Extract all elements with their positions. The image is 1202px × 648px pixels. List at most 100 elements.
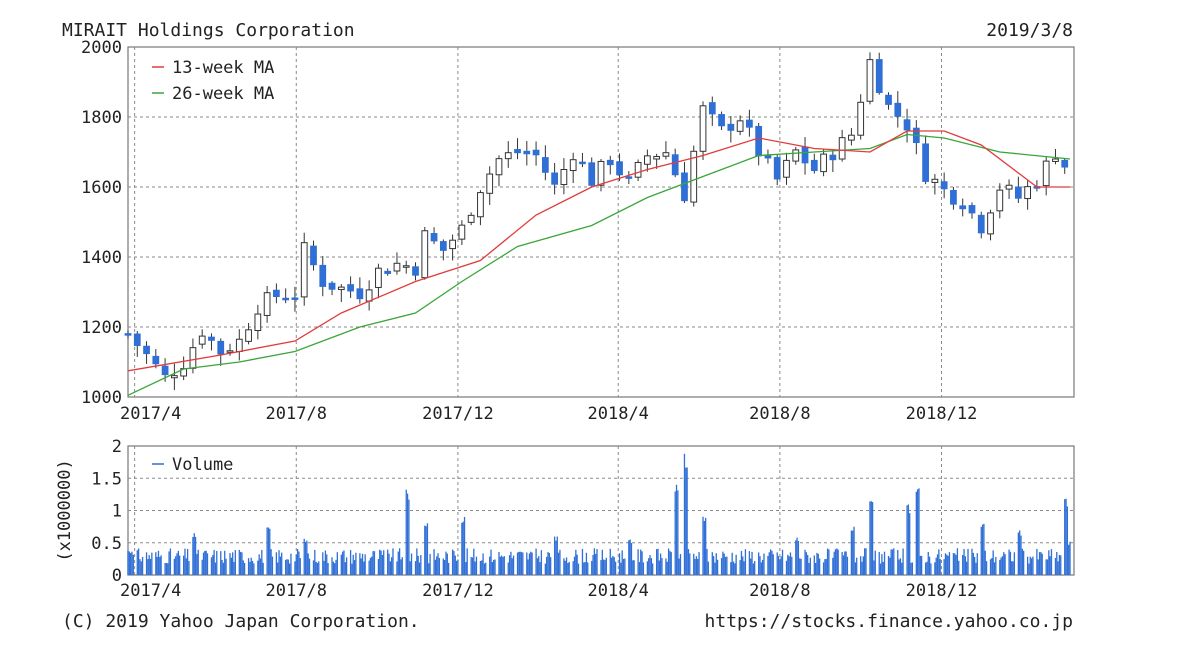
volume-bar <box>618 553 621 575</box>
volume-bar <box>213 549 215 575</box>
candle-body <box>133 333 141 347</box>
volume-bar <box>853 526 855 575</box>
candle-body <box>606 159 614 166</box>
volume-bar <box>397 551 399 575</box>
volume-bar <box>800 558 802 575</box>
volume-bar <box>425 526 427 575</box>
copyright-text: (C) 2019 Yahoo Japan Corporation. <box>62 611 420 632</box>
volume-bar <box>731 552 733 575</box>
volume-bar <box>842 555 845 575</box>
legend-label: 26-week MA <box>172 84 274 104</box>
candle-body <box>198 335 206 345</box>
volume-bar <box>768 552 770 575</box>
volume-bar <box>712 556 715 575</box>
volume-bar <box>229 553 231 575</box>
volume-bar <box>689 553 691 575</box>
volume-bar <box>637 549 639 575</box>
volume-bar <box>917 489 919 575</box>
volume-bar <box>159 556 161 575</box>
volume-bar <box>530 551 532 575</box>
volume-bar <box>846 556 849 575</box>
volume-bar <box>345 557 348 575</box>
volume-bar <box>936 554 939 575</box>
candle-body <box>560 169 568 186</box>
volume-bar <box>911 562 914 575</box>
volume-bar <box>196 553 198 575</box>
price-frame <box>127 46 1075 398</box>
volume-bar <box>722 551 724 575</box>
volume-bar <box>683 453 686 575</box>
volume-bar <box>387 549 389 575</box>
volume-bar <box>1028 563 1030 575</box>
volume-bar <box>457 559 459 575</box>
volume-bar <box>891 549 894 575</box>
volume-bar <box>602 559 605 575</box>
volume-bar <box>601 549 603 575</box>
volume-bar <box>331 557 333 575</box>
candle-body <box>170 375 178 379</box>
volume-bar <box>454 555 456 575</box>
volume-bar <box>920 555 923 575</box>
volume-bar <box>748 551 751 575</box>
volume-bar <box>567 563 569 575</box>
candle-body <box>124 333 132 336</box>
volume-bar <box>714 562 716 575</box>
volume-bar <box>417 555 419 575</box>
volume-bar <box>1064 499 1066 575</box>
volume-bar <box>1003 552 1005 575</box>
volume-bar <box>865 548 867 575</box>
volume-bar <box>165 563 168 575</box>
volume-bar <box>984 550 986 575</box>
volume-bar <box>947 555 949 575</box>
volume-bar <box>587 562 589 575</box>
volume-bar <box>216 550 218 575</box>
volume-bar <box>206 553 209 575</box>
volume-bar <box>614 561 617 575</box>
volume-bar <box>788 556 790 575</box>
candle-body <box>708 102 716 115</box>
volume-bar <box>463 516 466 575</box>
volume-bar <box>306 540 308 575</box>
moving-average-lines <box>127 130 1071 396</box>
volume-bar <box>261 549 263 575</box>
volume-bar <box>288 563 291 575</box>
volume-bar <box>1026 556 1029 575</box>
price-x-axis: 2017/4 2017/8 2017/12 2018/4 2018/8 2018/12 <box>120 404 977 424</box>
volume-bar <box>1057 561 1059 575</box>
volume-bar <box>429 554 431 575</box>
volume-bar <box>818 558 821 575</box>
volume-bar <box>414 561 417 575</box>
volume-bar <box>368 560 370 575</box>
volume-bar <box>983 523 985 575</box>
volume-bar <box>934 562 936 575</box>
volume-bar <box>132 554 134 575</box>
volume-bar <box>176 553 178 575</box>
candle-body <box>161 365 169 376</box>
volume-bar <box>640 549 642 575</box>
candle-body <box>996 189 1004 212</box>
volume-bar <box>202 552 205 575</box>
candle-body <box>282 297 290 301</box>
volume-bar <box>958 560 960 575</box>
price-x-tick-label: 2018/12 <box>906 404 978 424</box>
candle-body <box>412 266 419 276</box>
candle-body <box>820 153 827 173</box>
volume-bar <box>547 552 549 575</box>
volume-bar <box>879 563 882 575</box>
volume-bar <box>389 561 391 575</box>
source-url[interactable]: https://stocks.finance.yahoo.co.jp <box>705 611 1073 632</box>
volume-bar <box>629 539 631 575</box>
volume-bar <box>707 561 709 575</box>
volume-bar <box>592 554 594 575</box>
candle-body <box>950 190 957 205</box>
candle-body <box>300 242 308 298</box>
volume-bar <box>659 553 662 575</box>
volume-x-tick-label: 2018/12 <box>906 581 978 601</box>
candle-body <box>217 340 225 355</box>
candle-body <box>569 159 577 172</box>
volume-bar <box>698 552 700 575</box>
volume-bar <box>157 550 160 575</box>
volume-bar <box>926 561 928 575</box>
volume-bar <box>451 549 454 575</box>
volume-bar <box>1045 559 1047 575</box>
